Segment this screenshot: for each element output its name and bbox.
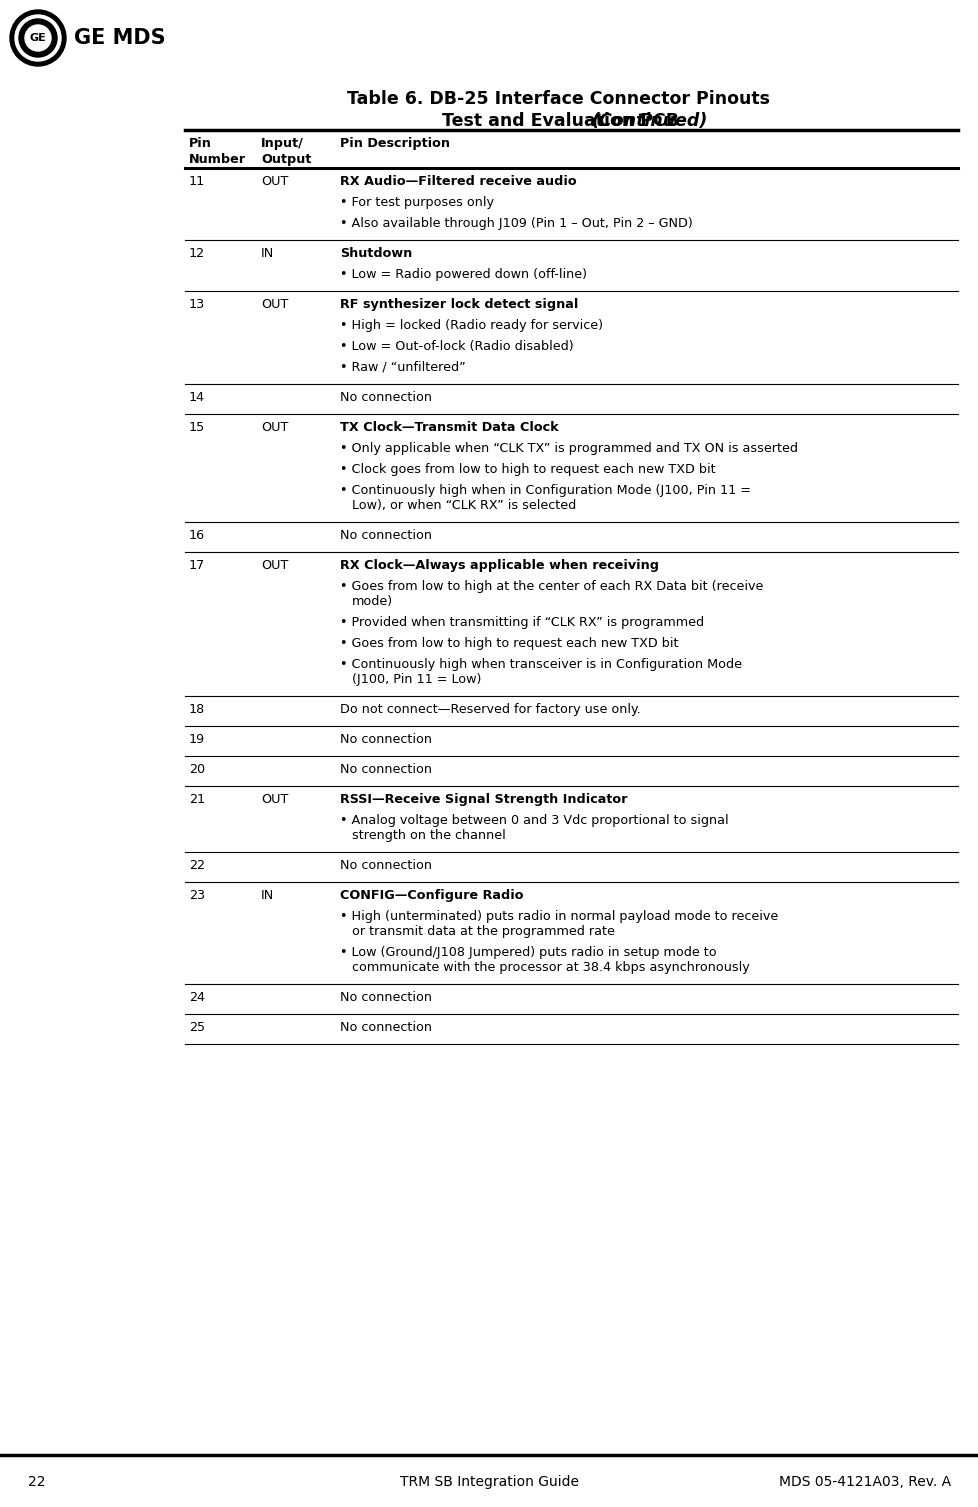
Text: • Low (Ground/J108 Jumpered) puts radio in setup mode to: • Low (Ground/J108 Jumpered) puts radio … — [339, 946, 716, 958]
Text: Table 6. DB-25 Interface Connector Pinouts: Table 6. DB-25 Interface Connector Pinou… — [346, 90, 769, 109]
Text: • Also available through J109 (Pin 1 – Out, Pin 2 – GND): • Also available through J109 (Pin 1 – O… — [339, 217, 692, 231]
Text: No connection: No connection — [339, 992, 431, 1004]
Text: 20: 20 — [189, 763, 205, 776]
Text: (Continued): (Continued) — [592, 112, 708, 130]
Text: RX Clock—Always applicable when receiving: RX Clock—Always applicable when receivin… — [339, 559, 658, 573]
Text: 17: 17 — [189, 559, 205, 573]
Text: No connection: No connection — [339, 859, 431, 873]
Text: (J100, Pin 11 = Low): (J100, Pin 11 = Low) — [352, 674, 481, 686]
Circle shape — [10, 11, 66, 66]
Text: GE: GE — [29, 33, 46, 44]
Text: RF synthesizer lock detect signal: RF synthesizer lock detect signal — [339, 298, 578, 310]
Text: OUT: OUT — [261, 559, 289, 573]
Text: 19: 19 — [189, 732, 205, 746]
Text: • Continuously high when in Configuration Mode (J100, Pin 11 =: • Continuously high when in Configuratio… — [339, 484, 750, 497]
Circle shape — [25, 26, 51, 51]
Text: IN: IN — [261, 247, 274, 261]
Text: 14: 14 — [189, 390, 205, 404]
Text: Do not connect—Reserved for factory use only.: Do not connect—Reserved for factory use … — [339, 702, 640, 716]
Text: 16: 16 — [189, 529, 205, 543]
Text: • Low = Radio powered down (off-line): • Low = Radio powered down (off-line) — [339, 268, 587, 280]
Text: No connection: No connection — [339, 529, 431, 543]
Text: No connection: No connection — [339, 732, 431, 746]
Text: Input/
Output: Input/ Output — [261, 137, 311, 166]
Text: No connection: No connection — [339, 763, 431, 776]
Text: 24: 24 — [189, 992, 204, 1004]
Text: CONFIG—Configure Radio: CONFIG—Configure Radio — [339, 889, 523, 903]
Text: • Provided when transmitting if “CLK RX” is programmed: • Provided when transmitting if “CLK RX”… — [339, 616, 703, 628]
Text: 22: 22 — [189, 859, 204, 873]
Text: RSSI—Receive Signal Strength Indicator: RSSI—Receive Signal Strength Indicator — [339, 793, 627, 806]
Text: Low), or when “CLK RX” is selected: Low), or when “CLK RX” is selected — [352, 499, 576, 512]
Text: IN: IN — [261, 889, 274, 903]
Circle shape — [15, 15, 61, 60]
Text: 12: 12 — [189, 247, 205, 261]
Text: Pin
Number: Pin Number — [189, 137, 245, 166]
Text: • Goes from low to high to request each new TXD bit: • Goes from low to high to request each … — [339, 637, 678, 650]
Text: RX Audio—Filtered receive audio: RX Audio—Filtered receive audio — [339, 175, 576, 188]
Text: OUT: OUT — [261, 420, 289, 434]
Circle shape — [19, 20, 57, 57]
Text: Test and Evaluation PCB: Test and Evaluation PCB — [442, 112, 685, 130]
Text: OUT: OUT — [261, 793, 289, 806]
Text: OUT: OUT — [261, 298, 289, 310]
Text: • High (unterminated) puts radio in normal payload mode to receive: • High (unterminated) puts radio in norm… — [339, 910, 778, 922]
Text: 13: 13 — [189, 298, 205, 310]
Text: • Clock goes from low to high to request each new TXD bit: • Clock goes from low to high to request… — [339, 463, 715, 476]
Text: • Only applicable when “CLK TX” is programmed and TX ON is asserted: • Only applicable when “CLK TX” is progr… — [339, 442, 797, 455]
Text: • Low = Out-of-lock (Radio disabled): • Low = Out-of-lock (Radio disabled) — [339, 341, 573, 353]
Text: Shutdown: Shutdown — [339, 247, 412, 261]
Text: • For test purposes only: • For test purposes only — [339, 196, 494, 209]
Text: TX Clock—Transmit Data Clock: TX Clock—Transmit Data Clock — [339, 420, 558, 434]
Text: 23: 23 — [189, 889, 205, 903]
Text: Pin Description: Pin Description — [339, 137, 450, 151]
Text: TRM SB Integration Guide: TRM SB Integration Guide — [400, 1475, 578, 1489]
Text: • High = locked (Radio ready for service): • High = locked (Radio ready for service… — [339, 319, 602, 332]
Text: • Raw / “unfiltered”: • Raw / “unfiltered” — [339, 362, 466, 374]
Text: OUT: OUT — [261, 175, 289, 188]
Text: No connection: No connection — [339, 390, 431, 404]
Text: or transmit data at the programmed rate: or transmit data at the programmed rate — [352, 925, 614, 937]
Text: 15: 15 — [189, 420, 205, 434]
Text: • Analog voltage between 0 and 3 Vdc proportional to signal: • Analog voltage between 0 and 3 Vdc pro… — [339, 814, 728, 827]
Text: • Goes from low to high at the center of each RX Data bit (receive: • Goes from low to high at the center of… — [339, 580, 763, 592]
Text: 21: 21 — [189, 793, 205, 806]
Text: 22: 22 — [28, 1475, 45, 1489]
Text: GE MDS: GE MDS — [74, 29, 165, 48]
Text: strength on the channel: strength on the channel — [352, 829, 506, 842]
Text: 11: 11 — [189, 175, 205, 188]
Text: 25: 25 — [189, 1022, 205, 1034]
Text: communicate with the processor at 38.4 kbps asynchronously: communicate with the processor at 38.4 k… — [352, 961, 749, 974]
Text: 18: 18 — [189, 702, 205, 716]
Text: MDS 05-4121A03, Rev. A: MDS 05-4121A03, Rev. A — [778, 1475, 950, 1489]
Text: mode): mode) — [352, 595, 393, 607]
Text: No connection: No connection — [339, 1022, 431, 1034]
Text: • Continuously high when transceiver is in Configuration Mode: • Continuously high when transceiver is … — [339, 659, 741, 671]
